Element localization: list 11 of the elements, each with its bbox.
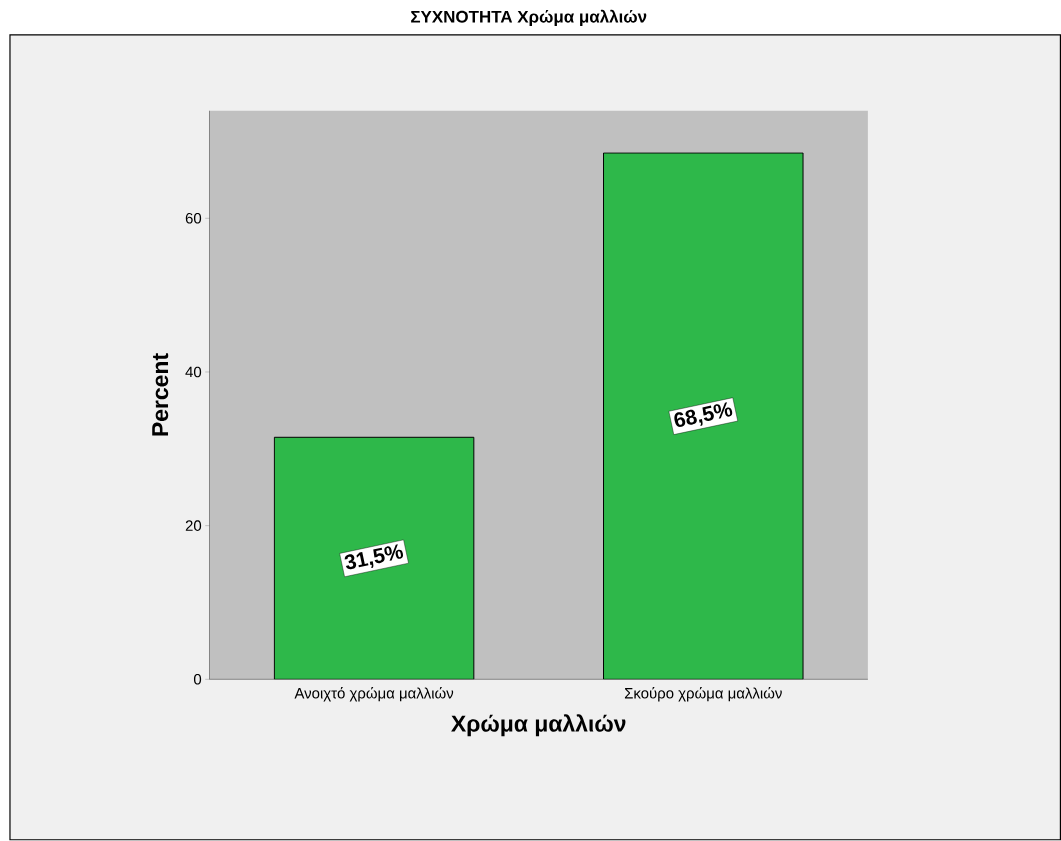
chart-title: ΣΥΧΝΟΤΗΤΑ Χρώμα μαλλιών (411, 10, 647, 27)
y-tick-label: 0 (193, 674, 202, 685)
x-tick-label: Σκούρο χρώμα μαλλιών (624, 687, 782, 702)
x-axis-title: Χρώμα μαλλιών (451, 714, 626, 737)
x-tick-label: Ανοιχτό χρώμα μαλλιών (294, 687, 454, 702)
y-tick-label: 60 (185, 213, 202, 224)
data-label: 68,5% (674, 402, 733, 428)
y-tick-label: 40 (185, 366, 202, 378)
data-label: 31,5% (344, 544, 404, 570)
y-tick-label: 20 (185, 520, 202, 532)
y-axis-title: Percent (152, 353, 169, 436)
